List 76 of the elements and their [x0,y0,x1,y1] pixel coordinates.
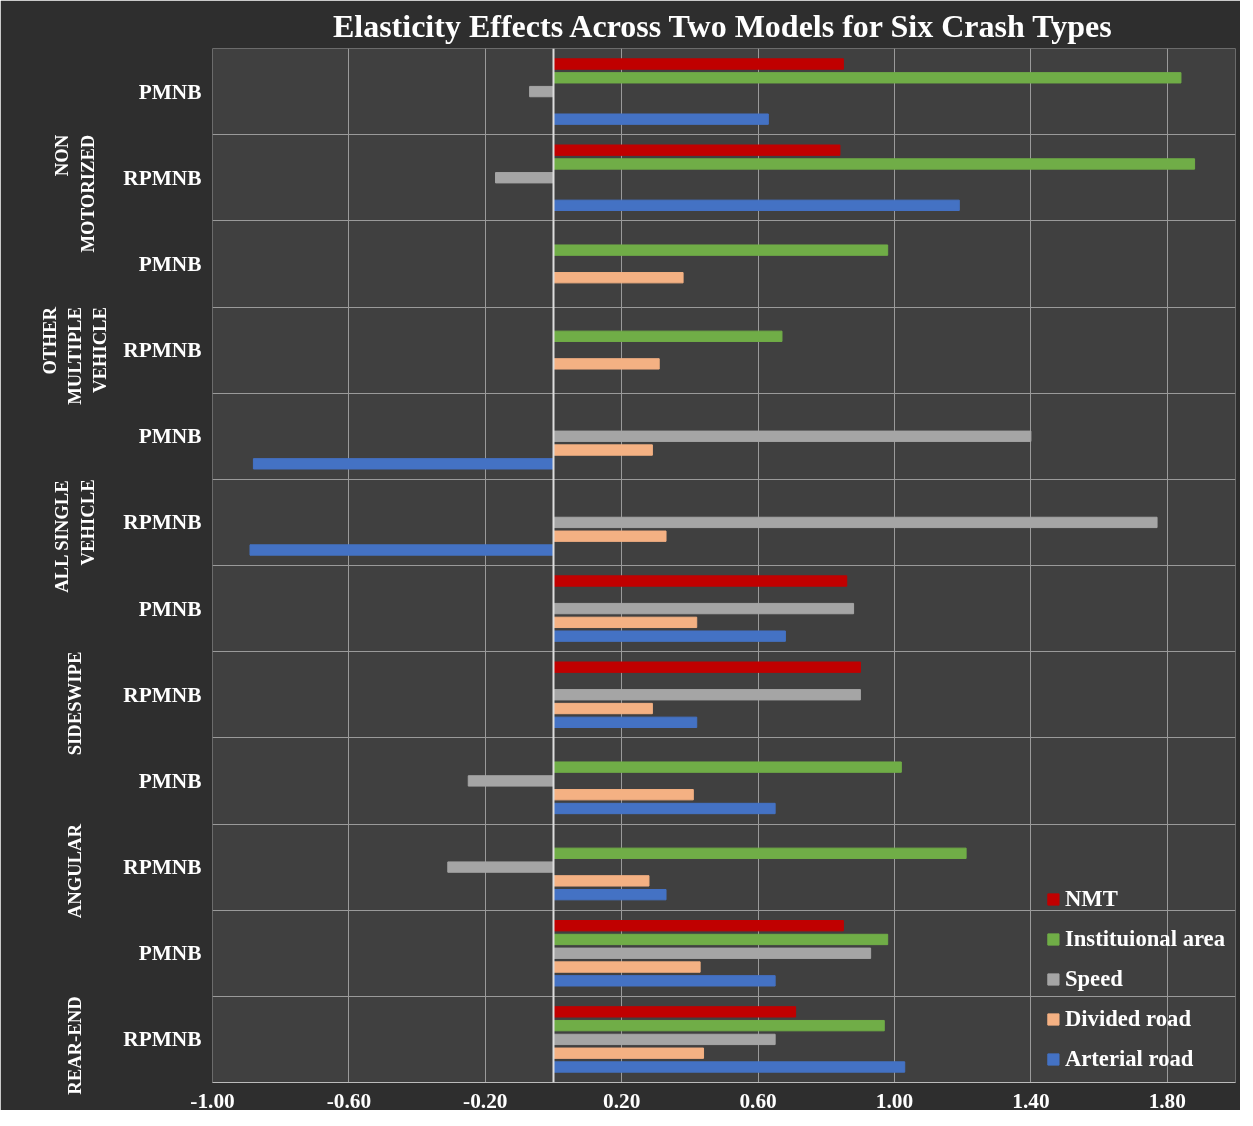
bar [553,444,653,456]
bar [553,113,769,125]
x-tick-label: 1.00 [875,1088,914,1113]
bar [553,961,701,973]
bar [447,861,554,873]
bar [553,802,776,815]
chart-title: Elasticity Effects Across Two Models for Six Crash Types [332,7,1112,44]
x-tick-label: -1.00 [190,1088,235,1113]
bar [553,1006,797,1018]
bar [553,602,855,615]
text: NON MOTORIZED [51,134,98,253]
text: SIDESWIPE [64,651,85,756]
text: REAR-END [64,996,85,1095]
x-tick-label: 1.80 [1148,1088,1186,1113]
bar [553,272,684,284]
legend-label: Arterial road [1064,1046,1194,1072]
x-tick-label: -0.60 [326,1088,372,1113]
text: OTHER MULTIPLE VEHICLE [38,306,111,405]
y-tick-label: PMNB [138,79,202,104]
bar [553,630,786,642]
y-tick-label: PMNB [138,596,202,621]
bar [553,1047,705,1059]
y-tick-label: PMNB [138,251,202,276]
bar [249,544,554,556]
y-tick-label: RPMNB [123,1027,202,1052]
bar [553,516,1158,529]
bar [553,530,667,542]
bar [553,72,1182,84]
text: ALL SINGLE VEHICLE [51,479,98,593]
bar [553,616,698,629]
bar [553,789,694,801]
x-tick-label: -0.20 [463,1088,508,1113]
bar [553,58,844,70]
bar [553,875,650,887]
bar [553,1019,885,1032]
y-tick-label: RPMNB [123,338,202,363]
bar [553,920,844,932]
bar [553,358,660,370]
bar [553,933,889,946]
legend-label: Speed [1064,966,1123,992]
bar [553,847,967,859]
y-tick-label: RPMNB [123,165,202,190]
y-tick-label: RPMNB [123,682,202,707]
bar [529,85,554,98]
bar [553,947,872,959]
x-tick-label: 0.20 [603,1088,641,1113]
text: ANGULAR [64,823,85,919]
y-tick-label: PMNB [138,424,202,449]
bar [553,661,861,673]
bar [553,330,783,342]
bar [252,458,554,470]
bar [495,172,554,184]
y-tick-label: RPMNB [123,510,202,535]
legend-label: Instituional area [1064,926,1225,952]
bar [553,975,776,987]
bar [553,575,848,587]
bar [553,888,667,901]
x-tick-label: 0.60 [739,1088,777,1113]
bar [553,689,861,701]
y-tick-label: PMNB [138,941,202,966]
legend-label: NMT [1064,886,1118,912]
bar [553,1033,776,1046]
bar [553,144,841,156]
bar [553,702,653,715]
bar [553,716,698,728]
bar [553,158,1196,170]
y-tick-label: PMNB [138,768,202,793]
bar [553,244,889,256]
bar [553,1061,906,1073]
bar [553,430,1032,442]
bar [553,761,902,773]
legend-label: Divided road [1064,1006,1192,1032]
x-tick-label: 1.40 [1012,1088,1050,1113]
bar [467,775,554,787]
bar [553,199,960,211]
y-tick-label: RPMNB [123,855,202,880]
